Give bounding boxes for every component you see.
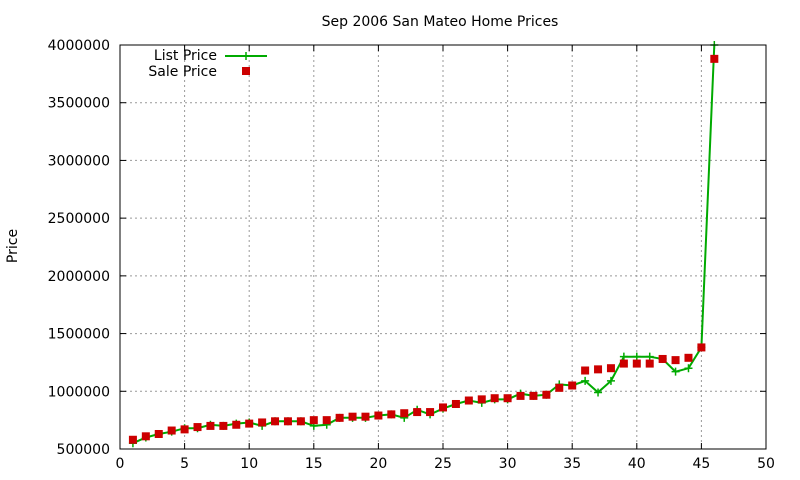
y-tick-label: 2500000 bbox=[48, 211, 110, 227]
x-tick-label: 0 bbox=[116, 456, 125, 472]
x-tick-label: 25 bbox=[434, 456, 452, 472]
x-tick-label: 15 bbox=[305, 456, 323, 472]
sale-price-point bbox=[581, 366, 590, 375]
sale-price-point bbox=[568, 381, 577, 390]
sale-price-point bbox=[439, 403, 447, 412]
sale-price-point bbox=[283, 417, 292, 426]
sale-price-point bbox=[335, 413, 344, 422]
sale-price-point bbox=[645, 359, 654, 368]
list-price-point bbox=[606, 376, 615, 385]
y-tick-label: 2000000 bbox=[48, 269, 110, 285]
sale-price-point bbox=[594, 365, 603, 374]
sale-price-point bbox=[684, 353, 693, 362]
sale-price-point bbox=[180, 425, 189, 434]
sale-price-point bbox=[322, 416, 331, 425]
series-list-price bbox=[128, 41, 719, 448]
sale-price-point bbox=[477, 395, 486, 404]
sale-price-point bbox=[154, 429, 163, 438]
sale-price-point bbox=[128, 435, 137, 444]
sale-price-point bbox=[542, 390, 551, 399]
sale-price-point bbox=[671, 356, 680, 365]
legend-sale-price-marker bbox=[242, 67, 250, 75]
sale-price-point bbox=[193, 423, 202, 432]
x-tick-label: 40 bbox=[628, 456, 646, 472]
y-tick-label: 4000000 bbox=[48, 38, 110, 54]
sale-price-point bbox=[400, 409, 409, 418]
list-price-point bbox=[632, 352, 641, 361]
y-tick-label: 500000 bbox=[57, 442, 110, 458]
list-price-point bbox=[581, 376, 590, 385]
sale-price-point bbox=[258, 418, 267, 427]
sale-price-point bbox=[464, 396, 473, 405]
sale-price-point bbox=[697, 343, 706, 352]
legend: List Price Sale Price bbox=[148, 48, 267, 80]
series-sale-price bbox=[128, 54, 719, 444]
sale-price-point bbox=[658, 354, 667, 363]
sale-price-point bbox=[387, 410, 396, 419]
y-tick-label: 3500000 bbox=[48, 96, 110, 112]
x-tick-label: 10 bbox=[240, 456, 258, 472]
sale-price-point bbox=[606, 364, 615, 373]
sale-price-point bbox=[503, 394, 512, 403]
grid-lines bbox=[120, 45, 766, 449]
y-tick-label: 1500000 bbox=[48, 327, 110, 343]
legend-list-price-label: List Price bbox=[154, 48, 217, 64]
y-axis-label: Price bbox=[5, 229, 21, 263]
sale-price-point bbox=[426, 408, 435, 417]
sale-price-point bbox=[632, 359, 641, 368]
sale-price-point bbox=[232, 420, 241, 429]
sale-price-point bbox=[361, 412, 370, 421]
sale-price-point bbox=[529, 391, 538, 400]
sale-price-point bbox=[490, 394, 499, 403]
x-tick-label: 20 bbox=[369, 456, 387, 472]
y-tick-label: 1000000 bbox=[48, 384, 110, 400]
sale-price-point bbox=[245, 419, 254, 428]
sale-price-point bbox=[167, 426, 176, 435]
sale-price-point bbox=[413, 408, 422, 417]
x-tick-label: 30 bbox=[499, 456, 517, 472]
sale-price-point bbox=[271, 417, 280, 426]
sale-price-point bbox=[219, 421, 228, 430]
sale-price-point bbox=[141, 432, 150, 441]
x-tick-label: 35 bbox=[563, 456, 581, 472]
plot-frame bbox=[119, 44, 767, 450]
list-price-point bbox=[671, 367, 680, 376]
x-tick-label: 50 bbox=[757, 456, 775, 472]
list-price-point bbox=[594, 388, 603, 397]
list-price-point bbox=[684, 364, 693, 373]
sale-price-point bbox=[516, 391, 525, 400]
sale-price-point bbox=[374, 411, 383, 420]
legend-sale-price-label: Sale Price bbox=[148, 64, 217, 80]
chart-title: Sep 2006 San Mateo Home Prices bbox=[322, 14, 559, 30]
legend-list-price-marker bbox=[242, 52, 250, 60]
list-price-line bbox=[132, 44, 716, 445]
sale-price-point bbox=[619, 359, 628, 368]
x-axis: 0 5 10 15 20 25 30 35 40 45 50 bbox=[116, 45, 775, 472]
sale-price-point bbox=[451, 399, 460, 408]
sale-price-point bbox=[296, 417, 305, 426]
x-tick-label: 45 bbox=[692, 456, 710, 472]
y-tick-label: 3000000 bbox=[48, 153, 110, 169]
list-price-point bbox=[645, 352, 654, 361]
sale-price-point bbox=[206, 421, 215, 430]
x-tick-label: 5 bbox=[180, 456, 189, 472]
sale-price-point bbox=[348, 412, 357, 421]
sale-price-point bbox=[555, 383, 564, 392]
sale-price-point bbox=[309, 416, 318, 425]
y-axis: 500000 1000000 1500000 2000000 2500000 300000… bbox=[48, 38, 766, 458]
list-price-point bbox=[619, 352, 628, 361]
sale-price-point bbox=[710, 54, 719, 63]
